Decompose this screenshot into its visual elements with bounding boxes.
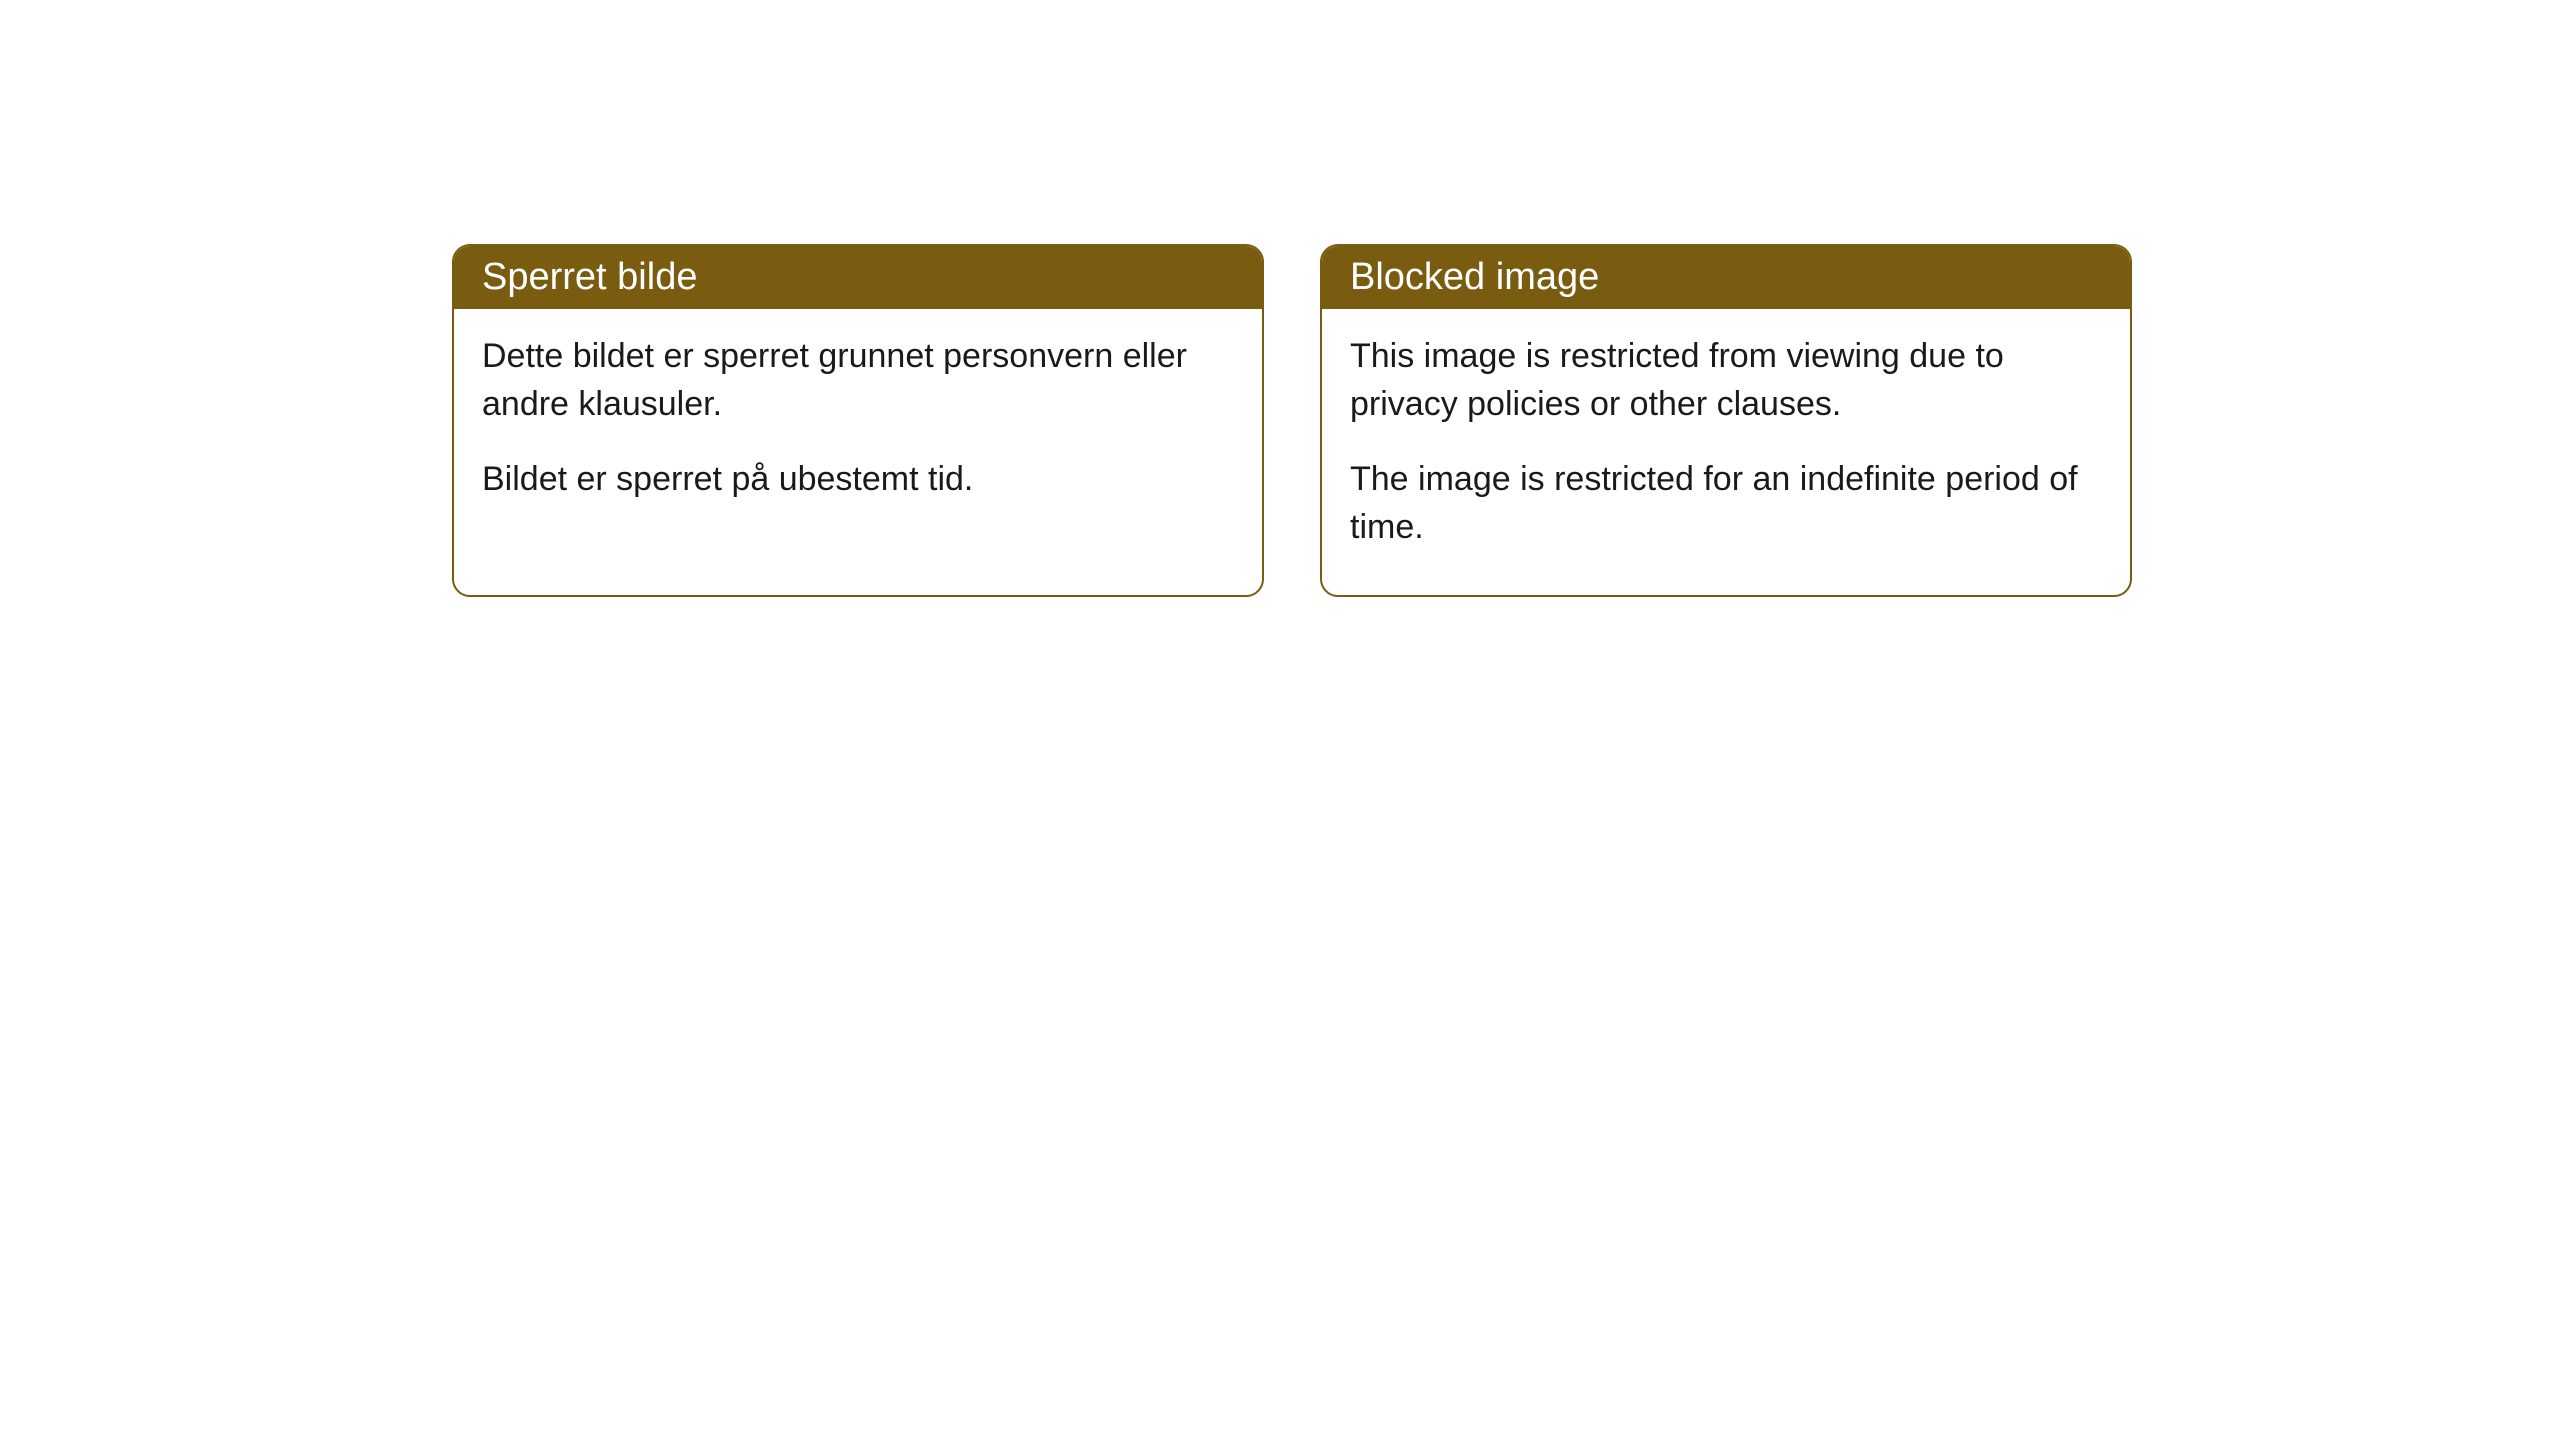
notice-body: Dette bildet er sperret grunnet personve… [454,309,1262,548]
notice-card-norwegian: Sperret bilde Dette bildet er sperret gr… [452,244,1264,597]
notice-title: Blocked image [1350,256,1599,298]
notice-paragraph: Bildet er sperret på ubestemt tid. [482,456,1234,504]
notice-header: Sperret bilde [454,246,1262,309]
notice-paragraph: This image is restricted from viewing du… [1350,333,2102,428]
notice-paragraph: Dette bildet er sperret grunnet personve… [482,333,1234,428]
notice-title: Sperret bilde [482,256,697,298]
notice-paragraph: The image is restricted for an indefinit… [1350,456,2102,551]
notice-card-english: Blocked image This image is restricted f… [1320,244,2132,597]
notice-body: This image is restricted from viewing du… [1322,309,2130,595]
notice-container: Sperret bilde Dette bildet er sperret gr… [0,0,2560,597]
notice-header: Blocked image [1322,246,2130,309]
